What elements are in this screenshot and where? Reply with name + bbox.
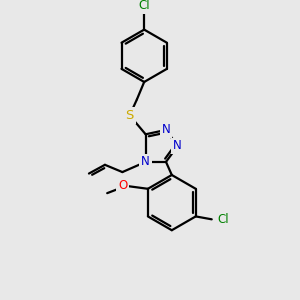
Text: N: N xyxy=(141,155,150,168)
Text: N: N xyxy=(173,140,182,152)
Text: Cl: Cl xyxy=(218,213,229,226)
Text: O: O xyxy=(118,179,127,192)
Text: S: S xyxy=(125,109,134,122)
Text: Cl: Cl xyxy=(138,0,150,12)
Text: N: N xyxy=(162,123,170,136)
